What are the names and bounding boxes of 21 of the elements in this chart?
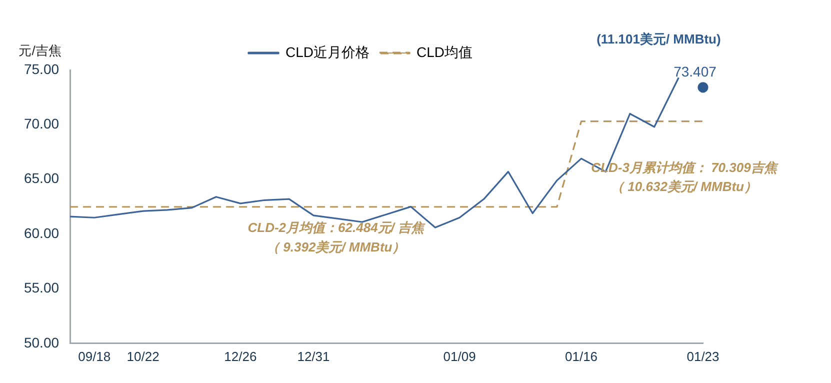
annotation: CLD-2月均值：62.484元/ 吉焦 [248,220,426,236]
x-tick-label: 12/31 [297,348,330,364]
legend-label: CLD近月价格 [285,44,370,60]
legend-label: CLD均值 [416,44,473,60]
y-tick-label: 60.00 [24,224,60,241]
y-axis-title: 元/吉焦 [18,43,62,58]
annotation: （ 10.632美元/ MMBtu） [611,179,757,194]
annotation: （ 9.392美元/ MMBtu） [266,239,406,254]
x-tick-label: 01/16 [565,348,598,364]
y-tick-label: 75.00 [24,60,60,77]
x-tick-label: 01/09 [443,348,476,364]
text: (11.101美元/ MMBtu) [596,32,721,47]
y-tick-label: 50.00 [24,334,60,350]
y-tick-label: 65.00 [24,170,60,186]
x-tick-label: 09/18 [78,348,111,364]
x-tick-label: 01/23 [686,348,720,364]
data-label: 73.407 [674,63,717,80]
y-tick-label: 70.00 [24,116,60,132]
x-tick-label: 10/22 [126,348,160,364]
y-tick-label: 55.00 [24,280,60,296]
x-tick-label: 12/26 [224,348,257,364]
